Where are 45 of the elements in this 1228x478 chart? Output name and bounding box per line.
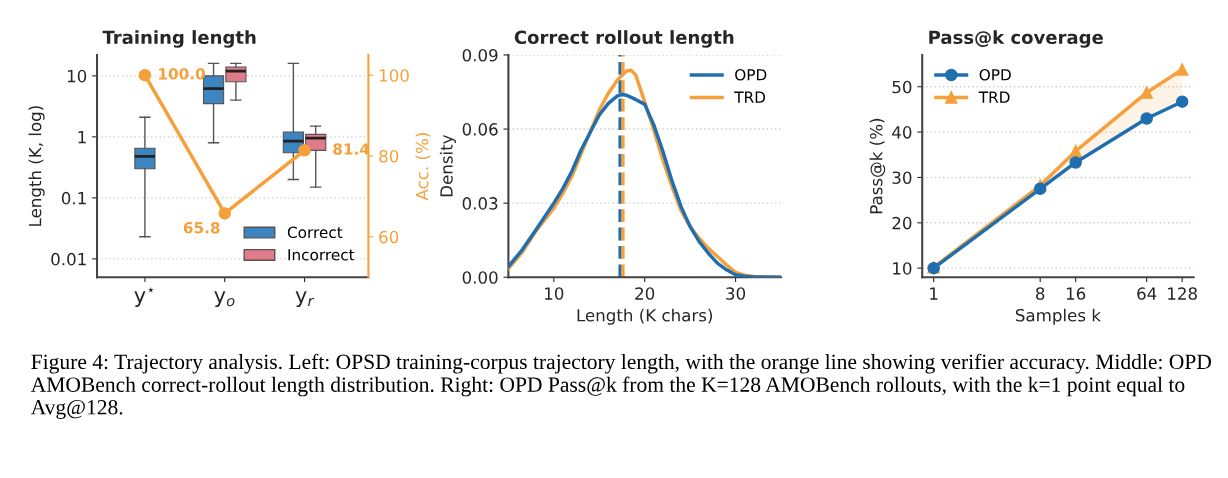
data-label: 65.8 <box>183 221 220 234</box>
y-tick-label: 30 <box>892 171 912 185</box>
y2-tick-label: 80 <box>379 149 399 163</box>
legend-label: OPD <box>979 68 1011 81</box>
x-axis-title: Length (K chars) <box>577 308 713 325</box>
y2-axis-title: Acc. (%) <box>415 133 431 201</box>
y-tick-label: 10 <box>67 69 87 83</box>
y-tick-label: 0.1 <box>61 191 86 205</box>
caption: Figure 4: Trajectory analysis. Left: OPSD training-corpus trajectory length, with the orange line showing verifier accuracy. Middle: OPD AMOBench correct-rollout length distribution. Right: OPD Pass@k from the K=128 AMOBench rollouts, with the k=1 point equal to Avg@128. <box>30 353 1212 419</box>
y2-tick-label: 60 <box>379 230 399 244</box>
legend-label: OPD <box>735 68 767 81</box>
chart-title: Training length <box>102 30 256 48</box>
y-tick-label: 20 <box>892 216 912 230</box>
x-tick-label: 8 <box>1036 287 1045 300</box>
y-axis-title: Length (K, log) <box>28 106 45 226</box>
x-tick-label: 30 <box>726 287 746 300</box>
y-tick-label: 10 <box>893 262 912 275</box>
legend-label: TRD <box>734 91 766 103</box>
x-tick-label: y$^{⋆}$ <box>134 287 154 307</box>
legend-label: TRD <box>978 91 1010 103</box>
y-tick-label: 0.06 <box>462 123 498 136</box>
y-tick-label: 0.01 <box>51 252 86 266</box>
x-tick-label: 128 <box>1168 287 1197 300</box>
y-tick-label: 40 <box>892 126 912 139</box>
y-tick-label: 50 <box>892 80 912 94</box>
x-tick-label: 64 <box>1137 287 1157 300</box>
chart-title: Pass@k coverage <box>929 30 1103 48</box>
legend-label: Correct <box>287 226 343 239</box>
x-tick-label: 16 <box>1066 287 1086 300</box>
y2-tick-label: 100 <box>379 69 409 82</box>
y-tick-label: 0.03 <box>462 197 498 210</box>
x-tick-label: 10 <box>545 287 564 300</box>
y-tick-label: 0.00 <box>462 271 498 284</box>
x-tick-label: y$_{o}$ <box>214 291 235 308</box>
y-tick-label: 1 <box>78 131 86 144</box>
data-label: 100.0 <box>159 68 205 80</box>
x-axis-title: Samples k <box>1015 308 1101 325</box>
x-tick-label: y$_{r}$ <box>295 291 315 308</box>
y-tick-label: 0.09 <box>462 48 498 62</box>
y-axis-title: Pass@k (%) <box>869 118 886 214</box>
x-tick-label: 20 <box>635 287 655 300</box>
legend-label: Incorrect <box>288 249 355 261</box>
y-axis-title: Density <box>439 134 456 197</box>
x-tick-label: 1 <box>930 287 938 300</box>
chart-title: Correct rollout length <box>514 30 734 48</box>
